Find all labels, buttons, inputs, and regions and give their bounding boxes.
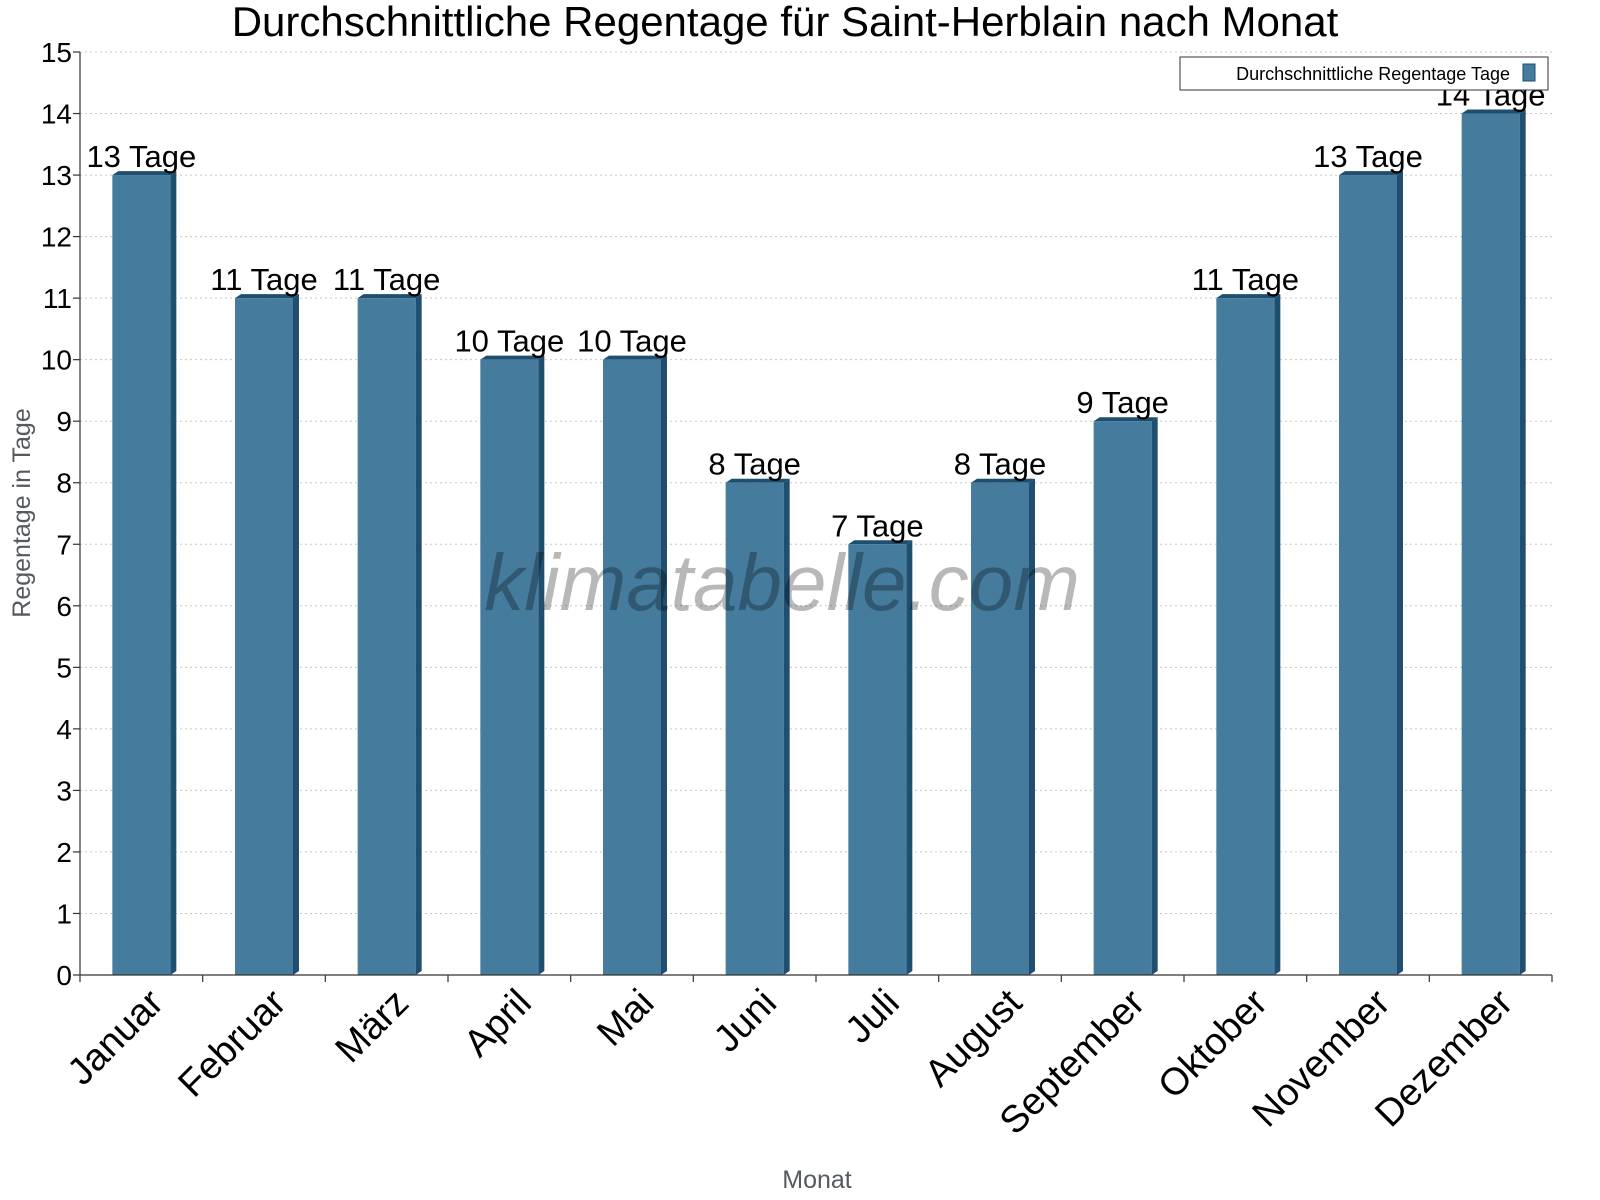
y-tick-label: 8 <box>56 468 72 499</box>
y-axis-title: Regentage in Tage <box>8 408 36 617</box>
bar-side <box>1519 109 1526 976</box>
bar <box>112 171 177 976</box>
bar-top <box>603 355 667 360</box>
legend-swatch <box>1522 63 1536 82</box>
bar-side <box>415 294 422 976</box>
chart-title: Durchschnittliche Regentage für Saint-He… <box>232 0 1339 45</box>
legend-box <box>1179 56 1549 91</box>
x-tick-label: April <box>456 982 539 1065</box>
data-label: 10 Tage <box>577 324 687 359</box>
x-tick-label: Oktober <box>1150 981 1276 1107</box>
bar-front <box>1216 298 1275 976</box>
data-label: 8 Tage <box>954 447 1047 482</box>
data-labels: 13 Tage 11 Tage 11 Tage 10 Tage 10 Tage 8 Tag… <box>86 78 1545 544</box>
y-tick-label: 13 <box>41 160 72 191</box>
data-label: 13 Tage <box>1313 139 1423 174</box>
bar-front <box>725 482 784 975</box>
bar-top <box>480 355 545 360</box>
bar <box>480 355 545 976</box>
bar-top <box>1461 109 1526 114</box>
y-tick-label: 9 <box>56 406 72 437</box>
x-tick-label: August <box>917 981 1031 1095</box>
bar-top <box>971 478 1035 483</box>
bar <box>1216 294 1281 976</box>
bar-front <box>480 359 539 976</box>
bar <box>971 478 1035 975</box>
bar-top <box>235 294 299 299</box>
x-axis-title: Monat <box>782 1166 852 1194</box>
bar-front <box>235 298 293 976</box>
bar-top <box>1339 171 1403 176</box>
bar-front <box>971 482 1029 975</box>
bar-top <box>112 171 177 176</box>
y-tick-label: 3 <box>56 775 72 806</box>
bar-side <box>1274 294 1281 976</box>
bar-side <box>661 355 667 976</box>
bar <box>235 294 299 976</box>
y-tick-label: 14 <box>41 99 72 130</box>
legend-label: Durchschnittliche Regentage Tage <box>1236 64 1510 84</box>
bar-front <box>112 175 171 976</box>
bar-side <box>1397 171 1403 976</box>
data-label: 10 Tage <box>454 324 564 359</box>
bar-side <box>1029 478 1035 975</box>
bar-side <box>170 171 177 976</box>
y-tick-label: 7 <box>56 529 72 560</box>
bar-front <box>848 544 907 975</box>
bars <box>112 109 1526 976</box>
axes <box>73 51 1553 982</box>
bar <box>357 294 422 976</box>
data-label: 7 Tage <box>831 508 924 543</box>
y-tick-label: 4 <box>56 714 72 745</box>
bar-top <box>1216 294 1281 299</box>
x-tick-label: Juli <box>838 982 908 1052</box>
bar-top <box>725 478 790 483</box>
bar-side <box>1151 417 1158 975</box>
x-tick-label: Mai <box>589 982 662 1055</box>
bar <box>603 355 667 976</box>
y-tick-label: 12 <box>41 222 72 253</box>
bar <box>1339 171 1403 976</box>
y-tick-label: 11 <box>43 283 72 314</box>
bar-side <box>906 540 913 975</box>
data-label: 8 Tage <box>708 447 801 482</box>
watermark: klimatabelle.com <box>484 538 1080 627</box>
bar-front <box>603 359 661 976</box>
y-tick-label: 10 <box>41 345 72 376</box>
bar-top <box>1093 417 1158 422</box>
bar-front <box>1093 421 1152 975</box>
data-label: 13 Tage <box>86 139 196 174</box>
grid <box>80 51 1552 976</box>
data-label: 9 Tage <box>1076 385 1169 420</box>
x-tick-label: Juni <box>706 982 785 1061</box>
data-label: 11 Tage <box>333 262 440 297</box>
y-tick-label: 6 <box>56 591 72 622</box>
bar-side <box>783 478 790 975</box>
bar-top <box>357 294 422 299</box>
bar <box>848 540 913 975</box>
bar <box>725 478 790 975</box>
bar-front <box>1461 113 1520 976</box>
x-tick-label: März <box>328 982 417 1071</box>
y-tick-label: 15 <box>41 37 72 68</box>
y-tick-label: 2 <box>56 837 72 868</box>
y-tick-label: 5 <box>56 652 72 683</box>
bar-side <box>538 355 545 976</box>
x-tick-label: Februar <box>171 981 295 1105</box>
y-tick-label: 1 <box>56 898 72 929</box>
bar-front <box>357 298 416 976</box>
legend: Durchschnittliche Regentage Tage <box>1179 56 1549 91</box>
x-tick-label: Januar <box>60 981 172 1093</box>
bar-front <box>1339 175 1397 976</box>
y-tick-label: 0 <box>56 960 72 991</box>
bar <box>1093 417 1158 975</box>
data-label: 11 Tage <box>1192 262 1299 297</box>
data-label: 11 Tage <box>210 262 317 297</box>
bar-top <box>848 540 913 545</box>
bar-side <box>293 294 299 976</box>
bar <box>1461 109 1526 976</box>
